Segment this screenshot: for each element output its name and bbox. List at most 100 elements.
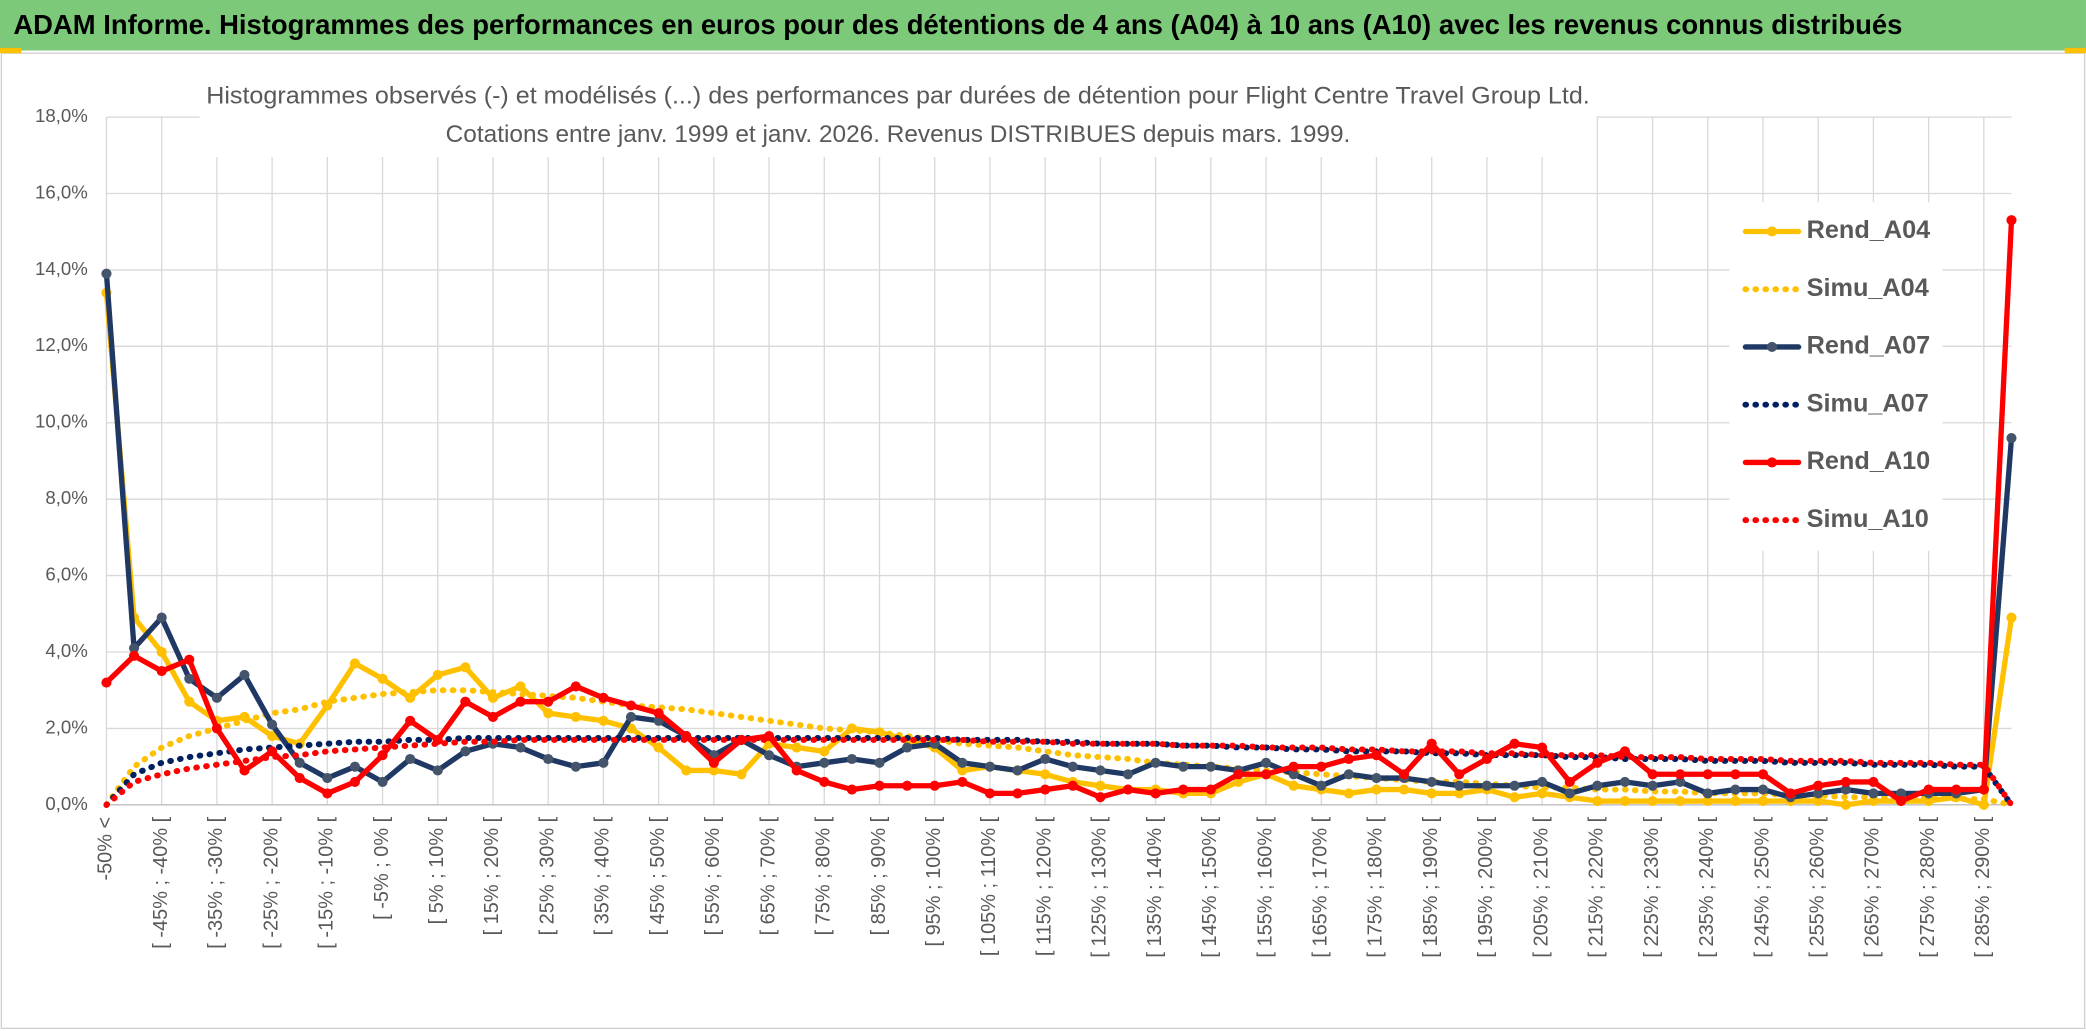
point [294, 773, 305, 784]
point [1895, 795, 1907, 807]
point [1122, 784, 1134, 795]
x-tick-label: [ 215% ; 220% [ [1586, 816, 1608, 957]
x-tick-label: -50% < [95, 817, 117, 881]
point [1813, 795, 1824, 807]
point [1371, 784, 1382, 795]
point [1260, 769, 1272, 780]
point [874, 757, 885, 768]
point [432, 765, 443, 776]
point [487, 692, 499, 703]
y-tick-label: 6,0% [45, 564, 87, 585]
point [1150, 757, 1161, 768]
x-tick-label: [ 195% ; 200% [ [1475, 816, 1497, 957]
x-tick-label: [ 175% ; 180% [ [1365, 816, 1387, 957]
point [377, 750, 388, 761]
y-tick-label: 2,0% [45, 716, 87, 737]
point [211, 723, 222, 734]
point [1868, 776, 1879, 787]
point [1675, 795, 1686, 807]
legend-label: Rend_A04 [1807, 216, 1931, 244]
point [1619, 795, 1631, 807]
point [1785, 788, 1796, 799]
point [1426, 788, 1437, 799]
point [1592, 780, 1603, 791]
point [184, 654, 195, 665]
x-tick-label: [ -15% ; -10% [ [316, 816, 338, 948]
x-tick-label: [ -25% ; -20% [ [260, 816, 282, 948]
y-tick-label: 0,0% [45, 793, 87, 814]
point [1316, 761, 1327, 772]
point [1371, 750, 1382, 761]
point [1288, 769, 1299, 780]
point [1647, 780, 1658, 791]
point [957, 757, 968, 768]
point [570, 761, 581, 772]
x-tick-label: [ 165% ; 170% [ [1310, 816, 1332, 957]
point [819, 746, 830, 757]
point [736, 769, 747, 780]
point [1813, 788, 1824, 799]
point [1233, 769, 1244, 780]
point [1702, 788, 1713, 799]
point [322, 788, 333, 799]
point [1040, 784, 1051, 795]
legend-marker [1766, 341, 1778, 353]
point [1288, 761, 1299, 772]
point [239, 669, 250, 680]
corner [2064, 47, 2086, 54]
point [156, 646, 167, 658]
x-tick-label: [ 285% ; 290% [ [1972, 816, 1994, 957]
point [432, 669, 443, 680]
x-tick-label: [ 5% ; 10% [ [426, 816, 448, 924]
x-tick-label: [ 145% ; 150% [ [1199, 816, 1221, 957]
point [570, 681, 581, 692]
point [929, 780, 940, 791]
point [681, 765, 692, 776]
point [1509, 738, 1520, 749]
point [1150, 788, 1161, 799]
y-tick-label: 18,0% [35, 105, 88, 126]
point [764, 750, 775, 761]
point [543, 696, 554, 707]
point [1868, 788, 1879, 799]
point [349, 761, 360, 772]
point [819, 776, 830, 787]
point [984, 788, 995, 799]
x-tick-label: [ -5% ; 0% [ [371, 816, 393, 920]
point [1757, 769, 1769, 780]
series-line [103, 217, 2015, 804]
chart-subtitle: Cotations entre janv. 1999 et janv. 2026… [446, 121, 1351, 148]
point [625, 711, 637, 723]
point [1757, 795, 1769, 807]
point [1095, 765, 1106, 776]
point [1592, 757, 1603, 768]
point [1564, 788, 1575, 799]
point [1343, 769, 1354, 780]
point [1813, 780, 1824, 791]
point [791, 765, 802, 776]
y-tick-label: 16,0% [35, 181, 88, 202]
y-tick-label: 12,0% [35, 334, 88, 355]
point [791, 742, 802, 753]
point [1040, 769, 1051, 780]
point [846, 753, 857, 765]
x-tick-label: [ 75% ; 80% [ [813, 816, 835, 935]
point [460, 746, 471, 757]
point [267, 719, 278, 730]
point [598, 757, 609, 768]
series-line [103, 271, 2015, 800]
point [156, 612, 167, 623]
point [1730, 769, 1741, 780]
point [570, 711, 581, 723]
point [1095, 792, 1106, 803]
x-tick-label: [ 185% ; 190% [ [1420, 816, 1442, 957]
point [543, 708, 554, 719]
x-tick-label: [ 85% ; 90% [ [868, 816, 890, 935]
point [1923, 784, 1934, 795]
point [1481, 753, 1492, 765]
x-tick-label: [ -45% ; -40% [ [150, 816, 172, 948]
point [1509, 780, 1520, 791]
point [322, 773, 333, 784]
series-line [103, 687, 2015, 808]
